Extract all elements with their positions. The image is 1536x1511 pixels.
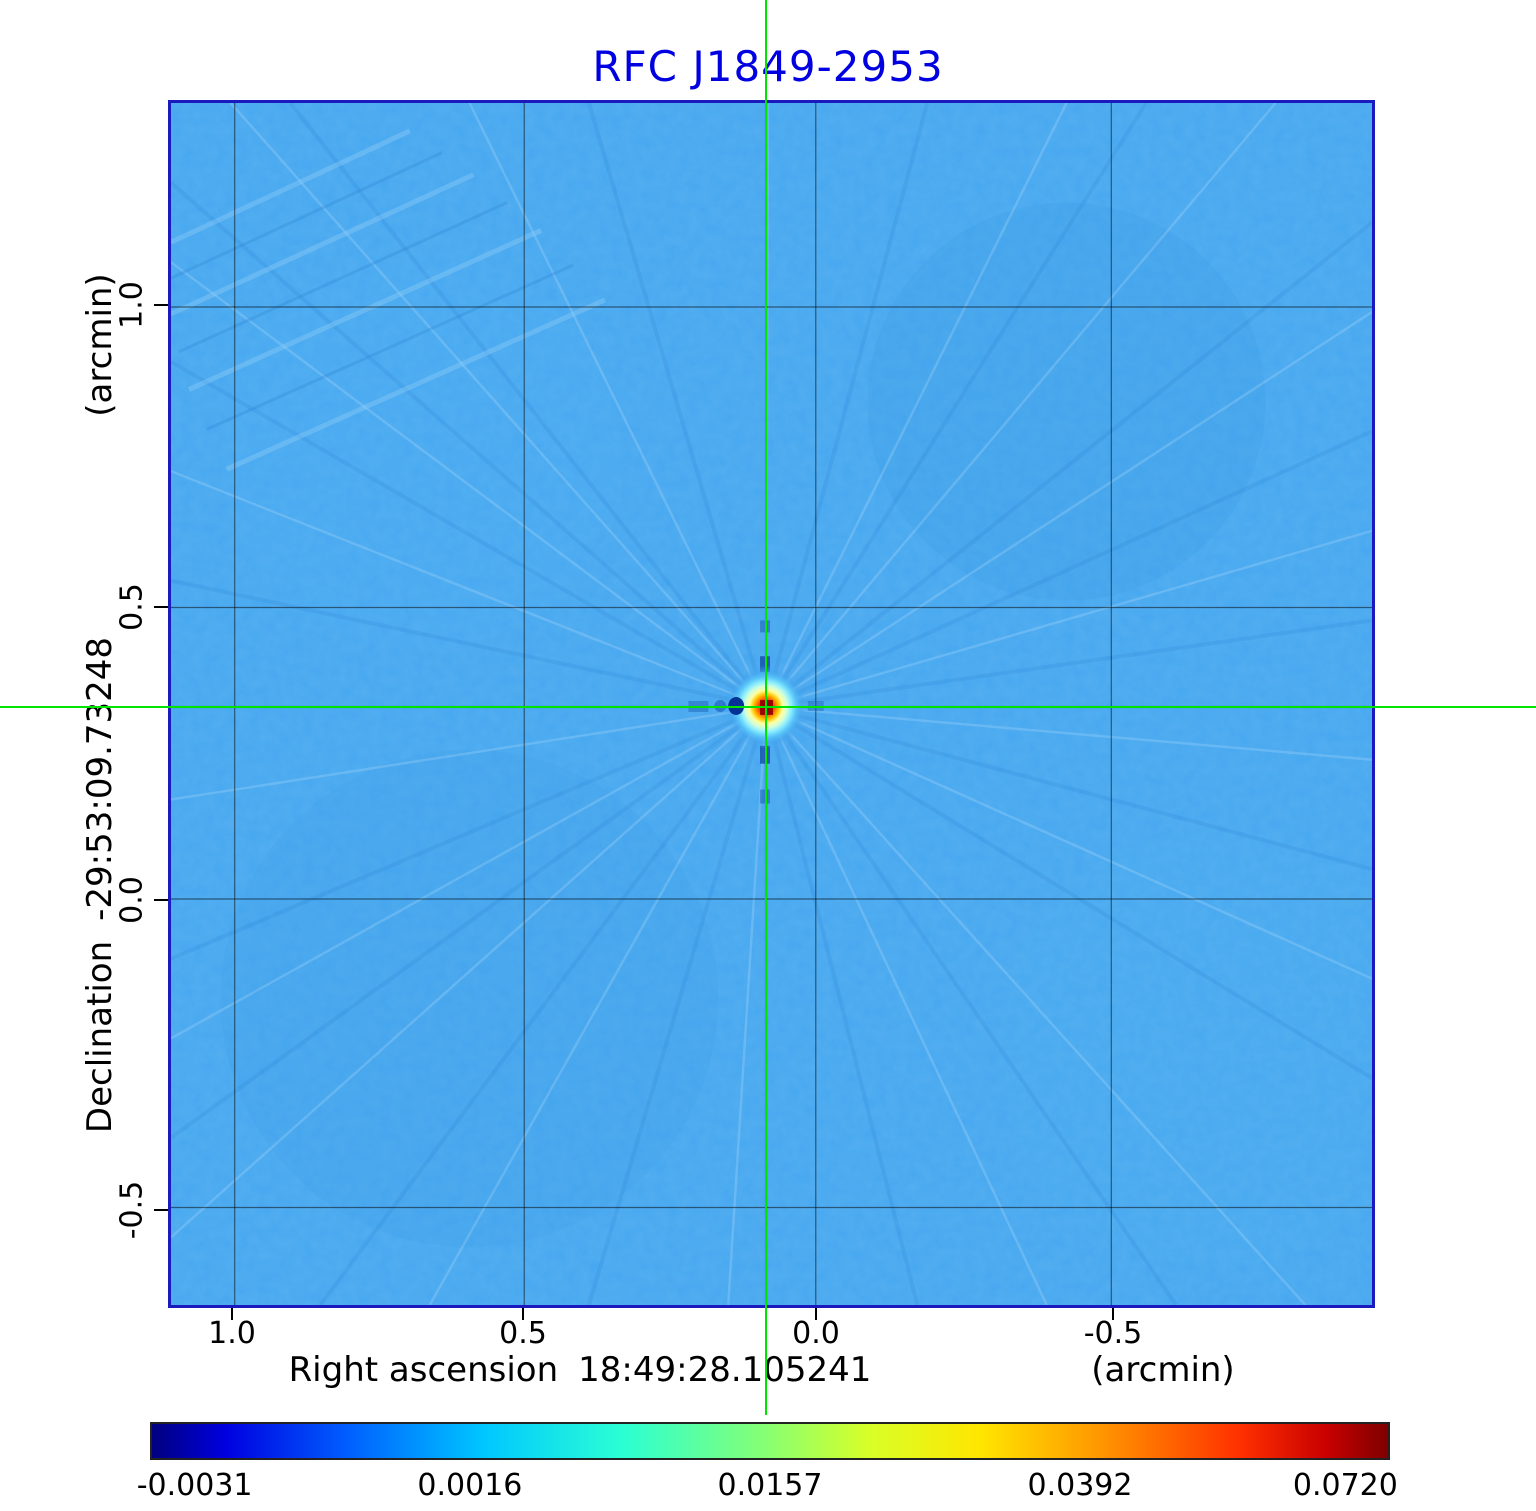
y-tick-label: 0.5 bbox=[114, 583, 150, 631]
x-axis-name: Right ascension bbox=[288, 1350, 559, 1390]
colorbar-tick-label: 0.0157 bbox=[717, 1468, 823, 1503]
x-tick-label: -0.5 bbox=[1083, 1316, 1143, 1351]
y-tick-label: -0.5 bbox=[114, 1180, 150, 1240]
colorbar-tick-label: -0.0031 bbox=[136, 1468, 253, 1503]
sky-map bbox=[168, 100, 1375, 1308]
colorbar-labels: -0.0031 0.0016 0.0157 0.0392 0.0720 bbox=[137, 1468, 1398, 1504]
coordinate-grid bbox=[171, 103, 1372, 1305]
mottling bbox=[220, 202, 1372, 1268]
x-tick-mark bbox=[522, 1308, 524, 1320]
y-axis-unit: (arcmin) bbox=[80, 273, 120, 417]
y-tick-mark bbox=[154, 899, 168, 901]
sky-map-canvas bbox=[171, 103, 1372, 1305]
x-tick-mark bbox=[1112, 1308, 1114, 1320]
fringe-stripes bbox=[171, 128, 606, 472]
x-axis-label: Right ascension 18:49:28.105241 bbox=[289, 1350, 872, 1390]
x-tick-label: 0.0 bbox=[792, 1316, 840, 1351]
figure-title: RFC J1849-2953 bbox=[592, 42, 944, 91]
y-tick-mark bbox=[154, 1209, 168, 1211]
x-axis-unit: (arcmin) bbox=[1091, 1350, 1235, 1390]
y-tick-mark bbox=[154, 304, 168, 306]
colorbar-tick-label: 0.0720 bbox=[1292, 1468, 1398, 1503]
crosshair-horizontal bbox=[0, 706, 1536, 708]
y-tick-mark bbox=[154, 606, 168, 608]
x-axis-value: 18:49:28.105241 bbox=[578, 1350, 872, 1390]
colorbar bbox=[150, 1422, 1390, 1460]
colorbar-tick-label: 0.0392 bbox=[1027, 1468, 1133, 1503]
sidelobe-streaks-light bbox=[171, 103, 1372, 1305]
crosshair-vertical bbox=[765, 0, 767, 1415]
x-tick-mark bbox=[231, 1308, 233, 1320]
x-tick-label: 0.5 bbox=[499, 1316, 547, 1351]
y-axis-label: Declination -29:53:09.73248 bbox=[80, 637, 120, 1133]
x-tick-mark bbox=[815, 1308, 817, 1320]
colorbar-tick-label: 0.0016 bbox=[417, 1468, 523, 1503]
x-tick-label: 1.0 bbox=[208, 1316, 256, 1351]
y-axis-value: -29:53:09.73248 bbox=[80, 636, 120, 921]
y-axis-name: Declination bbox=[80, 940, 120, 1134]
sidelobe-streaks-dark bbox=[171, 103, 1372, 1305]
